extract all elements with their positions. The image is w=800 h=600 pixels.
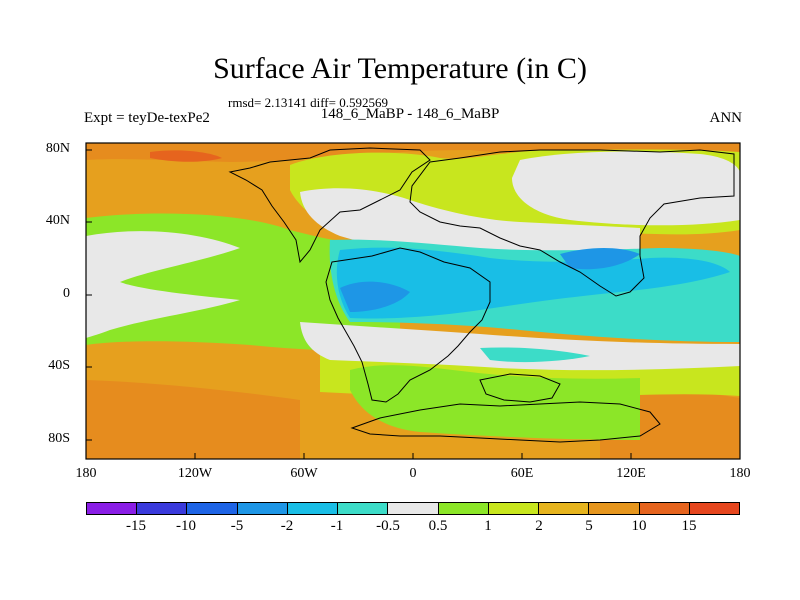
- colorbar-label: 10: [631, 518, 647, 534]
- colorbar-cell: [287, 503, 339, 514]
- east-cyan-patch: [480, 347, 590, 363]
- lat-ticks: [86, 149, 92, 441]
- eurasia-outline: [409, 149, 735, 297]
- lat-label-80s: 80S: [48, 431, 70, 446]
- south-america-outline: [325, 247, 491, 403]
- southern-white-band: [300, 322, 740, 371]
- lat-label-80n: 80N: [45, 141, 70, 156]
- colorbar-cell: [488, 503, 540, 514]
- north-america-outline: [228, 147, 431, 264]
- colorbar-cell: [388, 503, 439, 514]
- pacific-white-band: [86, 231, 240, 338]
- antarctica-outline: [350, 401, 661, 443]
- lon-label-180-east: 180: [729, 466, 751, 481]
- tropical-blue-zone: [336, 247, 730, 319]
- australia-outline: [479, 373, 561, 403]
- colorbar-label: 2: [535, 518, 543, 534]
- blue-core-west: [340, 281, 410, 312]
- lat-label-0: 0: [63, 286, 70, 301]
- lon-ticks: [85, 453, 741, 459]
- colorbar-cell: [87, 503, 138, 514]
- colorbar-label: -10: [176, 518, 196, 534]
- colorbar-label: 5: [585, 518, 593, 534]
- south-land-green: [350, 365, 640, 440]
- map-field: [86, 143, 740, 459]
- colorbar-cell: [137, 503, 188, 514]
- colorbar-cell: [539, 503, 590, 514]
- colorbar-cell: [338, 503, 389, 514]
- lat-label-40n: 40N: [45, 213, 70, 228]
- south-warm-band: [86, 380, 300, 459]
- arctic-white-zone: [512, 151, 740, 226]
- blue-core-east: [560, 248, 640, 270]
- lon-label-60w: 60W: [290, 466, 318, 481]
- lon-label-120w: 120W: [177, 466, 213, 481]
- colorbar-label: -5: [230, 518, 244, 534]
- lat-label-40s: 40S: [48, 358, 70, 373]
- colorbar-cell: [639, 503, 690, 514]
- colorbar-label: 1: [484, 518, 492, 534]
- colorbar-label: -2: [280, 518, 294, 534]
- season-label: ANN: [709, 110, 743, 126]
- colorbar-cell: [237, 503, 288, 514]
- colorbar-label: -0.5: [376, 518, 400, 534]
- colorbar-label: 15: [681, 518, 697, 534]
- colorbar-cell: [187, 503, 238, 514]
- experiment-label: Expt = teyDe-texPe2: [84, 110, 210, 126]
- colorbar: [86, 502, 740, 515]
- colorbar-label: -15: [126, 518, 146, 534]
- colorbar-cell: [438, 503, 489, 514]
- colorbar-cell: [689, 503, 740, 514]
- lon-label-0: 0: [409, 466, 417, 481]
- stats-text: rmsd= 2.13141 diff= 0.592569: [228, 95, 388, 110]
- north-red-spot: [150, 150, 222, 162]
- colorbar-cell: [589, 503, 640, 514]
- lon-label-180-west: 180: [75, 466, 97, 481]
- comparison-label: 148_6_MaBP - 148_6_MaBP: [320, 106, 500, 122]
- continent-outlines: [228, 147, 735, 443]
- lon-label-120e: 120E: [616, 466, 646, 481]
- map-title: Surface Air Temperature (in C): [213, 52, 587, 85]
- colorbar-label: 0.5: [428, 518, 448, 534]
- colorbar-label: -1: [330, 518, 344, 534]
- lon-label-60e: 60E: [510, 466, 534, 481]
